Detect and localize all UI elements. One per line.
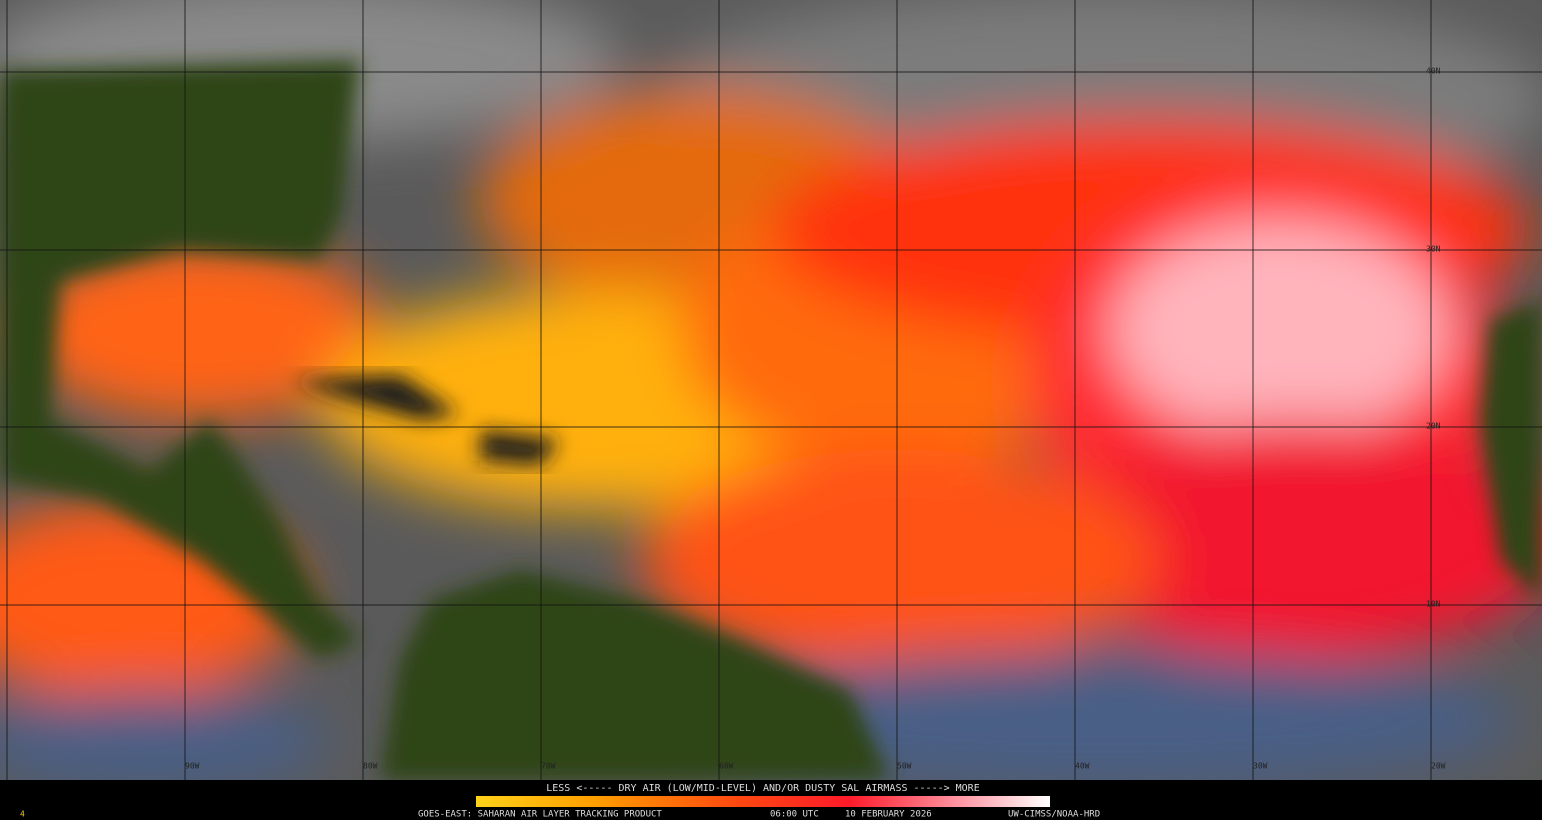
latitude-label: 20N — [1426, 422, 1441, 431]
legend-caption: LESS <----- DRY AIR (LOW/MID-LEVEL) AND/… — [546, 783, 979, 794]
time-stamp: 06:00 UTC — [770, 810, 819, 820]
longitude-label: 50W — [897, 762, 912, 771]
longitude-label: 40W — [1075, 762, 1090, 771]
longitude-label: 60W — [719, 762, 734, 771]
credit: UW-CIMSS/NOAA-HRD — [1008, 810, 1100, 820]
longitude-label: 80W — [363, 762, 378, 771]
longitude-label: 20W — [1431, 762, 1446, 771]
latitude-label: 40N — [1426, 67, 1441, 76]
latitude-label: 30N — [1426, 245, 1441, 254]
imagery — [0, 0, 1542, 780]
graticule — [0, 0, 1542, 780]
product-name: GOES-EAST: SAHARAN AIR LAYER TRACKING PR… — [418, 810, 662, 820]
date-stamp: 10 FEBRUARY 2026 — [845, 810, 932, 820]
latitude-label: 10N — [1426, 600, 1441, 609]
longitude-label: 30W — [1253, 762, 1268, 771]
frame-number: 4 — [20, 810, 25, 819]
longitude-label: 70W — [541, 762, 556, 771]
longitude-label: 90W — [185, 762, 200, 771]
graticule-labels: 40N 30N 20N 10N 90W 80W 70W 60W 50W 40W 30W 20W — [185, 67, 1446, 771]
colorbar — [476, 796, 1050, 807]
